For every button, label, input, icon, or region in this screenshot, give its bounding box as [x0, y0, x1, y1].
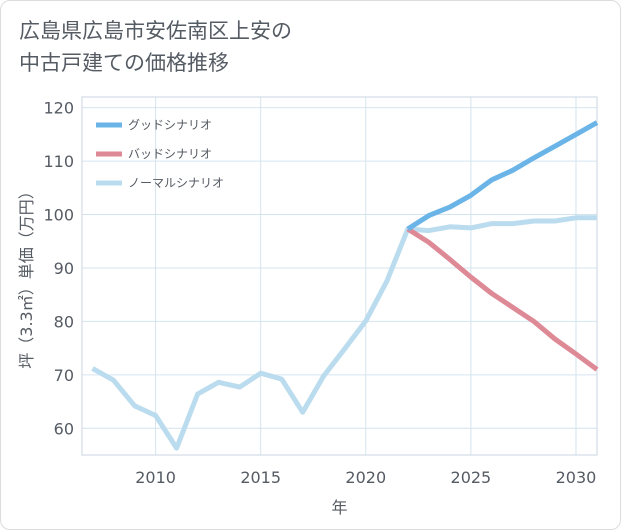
plot-area — [81, 96, 598, 456]
y-tick-label: 90 — [54, 259, 74, 278]
y-axis-label: 坪（3.3㎡）単価（万円） — [17, 183, 36, 368]
legend-label: バッドシナリオ — [128, 147, 212, 161]
y-tick-label: 110 — [43, 152, 74, 171]
y-tick-label: 60 — [54, 419, 74, 438]
series-line-good — [406, 120, 599, 232]
chart-title-line-1: 広島県広島市安佐南区上安の — [19, 19, 292, 43]
tick-labels: 2010 2015 2020 2025 2030 60 70 80 90 100 110 120 — [43, 99, 596, 487]
series-line-bad — [406, 226, 599, 372]
series-layer — [91, 120, 599, 451]
chart-title: 広島県広島市安佐南区上安の 中古戸建ての価格推移 — [19, 15, 439, 79]
y-tick-label: 70 — [54, 366, 74, 385]
x-tick-label: 2030 — [556, 468, 597, 487]
x-tick-label: 2025 — [451, 468, 492, 487]
x-tick-label: 2015 — [240, 468, 281, 487]
x-axis-label: 年 — [331, 498, 347, 517]
y-tick-label: 120 — [43, 99, 74, 118]
chart-title-line-2: 中古戸建ての価格推移 — [19, 51, 229, 75]
y-tick-label: 80 — [54, 312, 74, 331]
legend-label: グッドシナリオ — [128, 118, 212, 132]
x-tick-label: 2010 — [135, 468, 176, 487]
y-tick-label: 100 — [43, 206, 74, 225]
legend-label: ノーマルシナリオ — [128, 176, 224, 190]
series-line-normal — [91, 215, 597, 451]
x-tick-label: 2020 — [345, 468, 386, 487]
